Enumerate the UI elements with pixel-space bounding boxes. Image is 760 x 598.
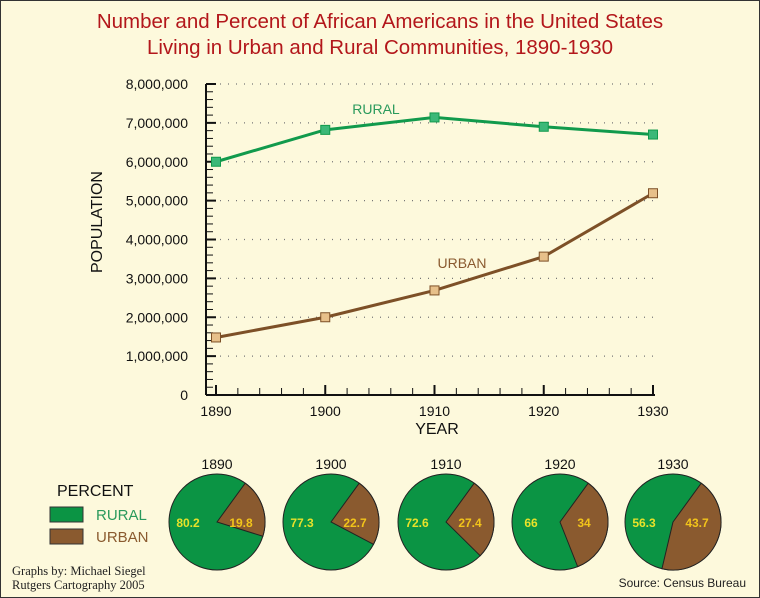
pie-slice-urban: [330, 482, 380, 546]
legend-swatch-urban: [49, 528, 84, 545]
data-point-rural: [648, 129, 658, 140]
series-label-urban: URBAN: [437, 255, 486, 271]
pie-slice-urban: [216, 482, 266, 537]
pie-rural-value: 66: [524, 516, 538, 530]
pie-year-label: 1900: [315, 456, 346, 472]
x-tick-label: 1930: [637, 403, 668, 419]
y-tick-label: 7,000,000: [126, 115, 188, 131]
legend-title: PERCENT: [57, 483, 134, 500]
x-tick-label: 1910: [419, 403, 450, 419]
pie-rural-value: 56.3: [632, 516, 656, 530]
data-point-rural: [538, 121, 549, 132]
data-point-urban: [211, 332, 221, 343]
y-tick-label: 8,000,000: [126, 76, 188, 92]
data-point-rural: [429, 112, 440, 123]
data-point-urban: [648, 188, 658, 199]
x-tick-label: 1920: [528, 403, 559, 419]
source-note: Source: Census Bureau: [618, 576, 746, 590]
pie-year-label: 1930: [657, 456, 688, 472]
credit-line-1: Graphs by: Michael Siegel: [12, 564, 146, 578]
y-tick-label: 4,000,000: [126, 232, 188, 248]
pie-year-label: 1920: [544, 456, 575, 472]
pie-urban-value: 34: [577, 516, 591, 530]
chart-subtitle: Living in Urban and Rural Communities, 1…: [146, 36, 614, 59]
y-tick-label: 0: [180, 387, 188, 403]
x-tick-label: 1890: [200, 403, 231, 419]
legend-swatch-rural: [49, 506, 84, 523]
data-point-rural: [320, 124, 331, 135]
chart-title: Number and Percent of African Americans …: [96, 10, 664, 33]
data-point-rural: [211, 156, 221, 167]
data-point-urban: [538, 251, 549, 262]
data-point-urban: [320, 312, 331, 323]
credit-line-2: Rutgers Cartography 2005: [12, 578, 145, 592]
pie-year-label: 1890: [201, 456, 232, 472]
y-tick-label: 5,000,000: [126, 193, 188, 209]
pie-rural-value: 77.3: [290, 516, 314, 530]
pie-slice-urban: [559, 482, 609, 568]
pie-urban-value: 22.7: [343, 516, 367, 530]
y-tick-label: 3,000,000: [126, 270, 188, 286]
pie-urban-value: 43.7: [685, 516, 709, 530]
pie-slice-urban: [445, 482, 495, 557]
pie-year-label: 1910: [430, 456, 461, 472]
series-label-rural: RURAL: [352, 101, 400, 117]
y-axis-label: POPULATION: [89, 171, 106, 273]
x-axis-label: YEAR: [415, 421, 459, 438]
y-tick-label: 2,000,000: [126, 309, 188, 325]
y-tick-label: 6,000,000: [126, 154, 188, 170]
pie-urban-value: 19.8: [229, 516, 253, 530]
x-tick-label: 1900: [310, 403, 341, 419]
data-point-urban: [429, 285, 440, 296]
pie-slice-urban: [661, 482, 722, 571]
series-line-urban: [215, 191, 654, 339]
pie-rural-value: 72.6: [405, 516, 429, 530]
series-line-rural: [215, 115, 654, 164]
pie-urban-value: 27.4: [458, 516, 482, 530]
y-tick-label: 1,000,000: [126, 348, 188, 364]
pie-rural-value: 80.2: [176, 516, 200, 530]
legend-label-urban: URBAN: [96, 529, 149, 546]
legend-label-rural: RURAL: [96, 507, 147, 524]
